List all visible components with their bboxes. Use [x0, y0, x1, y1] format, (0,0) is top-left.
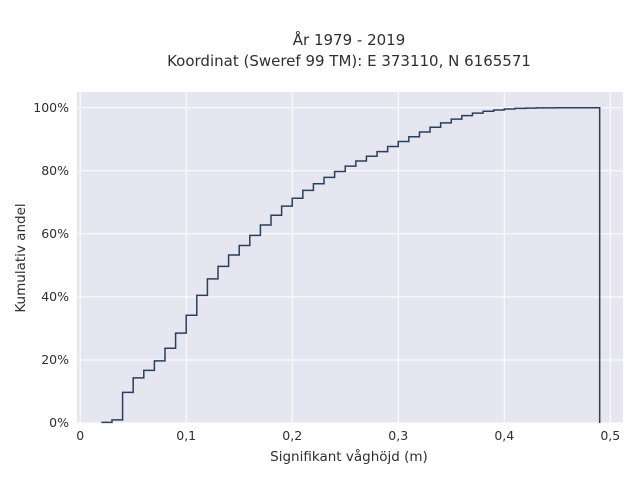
data-point	[387, 146, 389, 148]
data-point	[535, 107, 537, 109]
data-point	[471, 112, 473, 114]
grid	[77, 92, 623, 424]
data-point	[440, 122, 442, 124]
data-point	[588, 107, 590, 109]
x-tick-label: 0,2	[282, 428, 302, 443]
x-axis-label: Signifikant våghöjd (m)	[270, 448, 428, 465]
data-point	[546, 107, 548, 109]
y-tick-label: 0%	[49, 415, 69, 430]
data-point	[153, 360, 155, 362]
x-tick-label: 0,3	[388, 428, 408, 443]
data-point	[450, 118, 452, 120]
y-tick-label: 40%	[41, 289, 69, 304]
x-tick-label: 0	[76, 428, 84, 443]
data-point	[355, 160, 357, 162]
y-tick-label: 80%	[41, 163, 69, 178]
x-tick-label: 0,4	[494, 428, 514, 443]
data-point	[302, 189, 304, 191]
data-point	[217, 265, 219, 267]
data-point	[556, 107, 558, 109]
data-point	[323, 176, 325, 178]
y-tick-label: 60%	[41, 226, 69, 241]
data-point	[249, 234, 251, 236]
data-point	[100, 421, 102, 423]
data-point	[206, 278, 208, 280]
data-point	[599, 107, 601, 109]
data-point	[376, 151, 378, 153]
data-point	[418, 131, 420, 133]
chart-title-line-1: År 1979 - 2019	[293, 30, 406, 49]
data-point	[122, 391, 124, 393]
data-point	[132, 377, 134, 379]
series-layer	[100, 107, 601, 424]
data-point	[482, 110, 484, 112]
data-point	[503, 108, 505, 110]
y-tick-labels: 0% 20% 40% 60% 80% 100%	[33, 100, 69, 430]
data-point	[281, 205, 283, 207]
data-point	[228, 254, 230, 256]
data-point	[185, 314, 187, 316]
data-point	[514, 107, 516, 109]
x-tick-labels: 0 0,1 0,2 0,3 0,4 0,5	[76, 428, 620, 443]
data-point	[365, 155, 367, 157]
data-point	[567, 107, 569, 109]
data-point	[524, 107, 526, 109]
data-point	[334, 170, 336, 172]
y-tick-label: 100%	[33, 100, 69, 115]
plot-area	[77, 92, 623, 423]
data-point	[111, 419, 113, 421]
data-point	[291, 197, 293, 199]
data-point	[577, 107, 579, 109]
y-tick-label: 20%	[41, 352, 69, 367]
data-point	[238, 245, 240, 247]
y-axis-label: Kumulativ andel	[13, 203, 29, 312]
series-step-line	[101, 107, 601, 424]
data-point	[344, 165, 346, 167]
data-point	[429, 126, 431, 128]
data-point	[397, 140, 399, 142]
data-point	[461, 115, 463, 117]
data-point	[493, 109, 495, 111]
data-point	[270, 214, 272, 216]
chart-title-line-2: Koordinat (Sweref 99 TM): E 373110, N 61…	[167, 52, 531, 70]
data-point	[312, 183, 314, 185]
data-point	[196, 294, 198, 296]
x-tick-label: 0,1	[176, 428, 196, 443]
x-tick-label: 0,5	[600, 428, 620, 443]
data-point	[408, 136, 410, 138]
data-point	[143, 369, 145, 371]
data-point	[164, 347, 166, 349]
data-point	[259, 224, 261, 226]
data-point	[175, 332, 177, 334]
